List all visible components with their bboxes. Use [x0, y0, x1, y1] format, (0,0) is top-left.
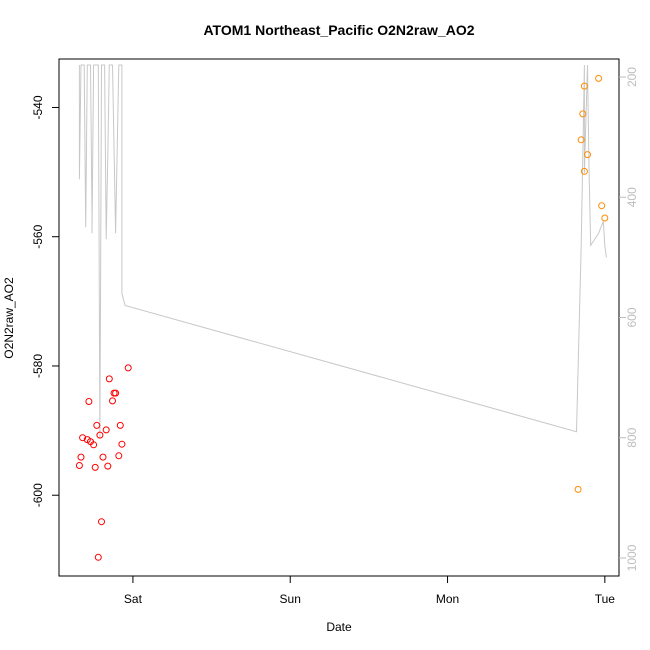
line-series-layer [78, 64, 607, 438]
right-y-tick-label: 200 [625, 67, 639, 87]
y-tick-label: -560 [31, 224, 45, 248]
data-point [90, 441, 98, 449]
data-point [595, 74, 603, 82]
right-y-tick-label: 1000 [625, 544, 639, 571]
data-point [584, 151, 591, 159]
data-point [98, 518, 105, 526]
x-tick-label: Tue [595, 592, 616, 606]
x-axis-label: Date [326, 620, 352, 634]
data-point [75, 462, 83, 469]
data-point [116, 421, 124, 429]
points-layer [75, 74, 609, 561]
y-axis-label: O2N2raw_AO2 [2, 277, 16, 359]
y-axis: -540 -560 -580 -600 [31, 95, 59, 507]
right-y-tick-label: 800 [625, 427, 639, 447]
data-point [112, 389, 120, 397]
data-point [104, 462, 112, 470]
data-point [79, 434, 87, 442]
data-point [105, 375, 113, 383]
right-y-tick-label: 400 [625, 187, 639, 207]
plot-frame [58, 58, 620, 577]
y-tick-label: -580 [31, 354, 45, 378]
x-tick-label: Mon [436, 592, 459, 606]
data-point [124, 364, 132, 372]
chart-title: ATOM1 Northeast_Pacific O2N2raw_AO2 [203, 22, 474, 38]
data-point [115, 452, 123, 460]
data-point [94, 553, 102, 561]
data-point [580, 82, 588, 90]
right-y-tick-label: 600 [625, 307, 639, 327]
right-y-axis: 200 400 600 800 1000 [619, 67, 639, 571]
data-point [118, 440, 126, 448]
data-point [93, 421, 101, 429]
x-axis: Sat Sun Mon Tue [124, 575, 616, 606]
data-point [85, 398, 93, 405]
data-point [579, 110, 587, 118]
data-point [601, 214, 609, 222]
data-point [598, 202, 606, 210]
y-tick-label: -540 [31, 95, 45, 119]
y-tick-label: -600 [31, 483, 45, 507]
data-point [99, 453, 107, 461]
series-line [78, 64, 607, 438]
data-point [574, 485, 582, 493]
x-tick-label: Sun [280, 592, 301, 606]
data-point [580, 167, 588, 175]
data-point [109, 397, 116, 405]
data-point [102, 426, 110, 434]
data-point [91, 463, 99, 471]
data-point [77, 453, 85, 461]
x-tick-label: Sat [124, 592, 143, 606]
data-point [96, 431, 104, 439]
data-point [577, 136, 585, 144]
